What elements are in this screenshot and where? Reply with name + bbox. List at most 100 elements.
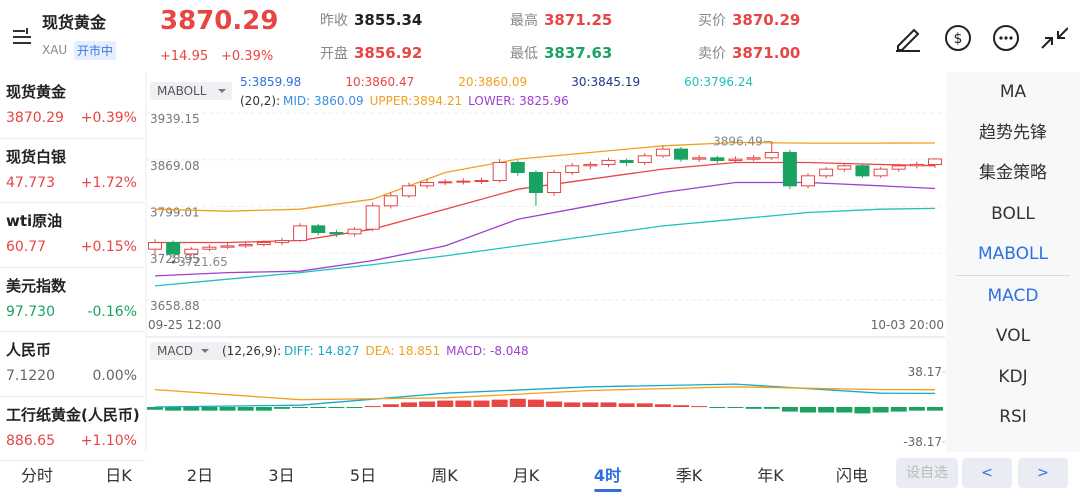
period-tab[interactable]: 周K	[431, 466, 458, 485]
indicator-item[interactable]: 集金策略	[979, 163, 1047, 183]
stat-label: 昨收	[320, 13, 348, 29]
stat-label: 最高	[510, 13, 538, 29]
legend-entry: UPPER:3894.21	[370, 94, 462, 108]
indicator-select[interactable]	[150, 82, 232, 100]
instrument-code: XAU	[42, 43, 68, 57]
period-tab[interactable]: 月K	[512, 466, 540, 485]
indicator-item[interactable]: KDJ	[998, 366, 1028, 387]
macd-bar	[346, 407, 363, 408]
watch-price: 3870.29	[6, 110, 64, 126]
more-button[interactable]	[993, 25, 1019, 51]
period-tab[interactable]: 闪电	[835, 466, 869, 485]
legend-entry: 10:3860.47	[345, 75, 414, 89]
watch-row[interactable]: 人民币 7.1220 0.00%	[0, 332, 145, 397]
candle-body	[782, 151, 797, 187]
macd-bar	[727, 407, 744, 408]
menu-icon[interactable]	[10, 26, 34, 48]
last-price: 3870.29	[160, 6, 279, 36]
macd-bar	[546, 401, 563, 407]
stat: 开盘 3856.92	[320, 43, 422, 63]
candle-body	[891, 165, 906, 170]
indicator-select[interactable]	[150, 342, 232, 360]
macd-bar	[455, 400, 472, 407]
indicator-item[interactable]: RSI	[999, 407, 1027, 427]
candle-body	[746, 157, 761, 160]
indicator-line	[155, 161, 936, 244]
candle-body	[601, 159, 616, 165]
macd-bar	[709, 407, 726, 408]
watch-row[interactable]: wti原油 60.77 +0.15%	[0, 203, 145, 268]
indicator-item[interactable]: MACD	[987, 285, 1039, 306]
watch-row[interactable]: 美元指数 97.730 -0.16%	[0, 268, 145, 332]
watch-change: +0.15%	[80, 239, 137, 255]
candle-body	[383, 195, 398, 207]
candle-body	[637, 155, 652, 163]
candle-body	[547, 171, 562, 193]
low-label: 3721.65	[178, 255, 228, 269]
indicator-item[interactable]: 趋势先锋	[979, 122, 1047, 143]
macd-bar	[201, 407, 218, 411]
macd-bar	[273, 407, 290, 409]
period-tab[interactable]: 4时	[593, 462, 622, 492]
svg-text:$: $	[954, 31, 963, 47]
prev-button[interactable]: <	[962, 458, 1012, 488]
toolbar: $	[896, 25, 1068, 52]
candle-body	[420, 181, 435, 187]
candle-body	[837, 165, 852, 170]
period-tab[interactable]: 季K	[675, 466, 703, 485]
macd-bar	[673, 405, 690, 407]
macd-bar	[691, 406, 708, 408]
period-tab[interactable]: 日K	[105, 466, 132, 485]
watch-name: 现货白银	[6, 147, 67, 166]
collapse-button[interactable]	[1041, 27, 1068, 49]
next-button[interactable]: >	[1018, 458, 1068, 488]
macd-bar	[582, 402, 599, 407]
indicator-params: (12,26,9):	[222, 344, 281, 358]
period-tab[interactable]: 分时	[20, 466, 54, 485]
macd-bar	[364, 406, 381, 408]
legend-entry: 20:3860.09	[458, 75, 527, 89]
macd-bar	[854, 407, 871, 414]
watch-row[interactable]: 现货黄金 3870.29 +0.39%	[0, 74, 145, 139]
indicator-item[interactable]: BOLL	[991, 203, 1035, 224]
indicator-line	[154, 386, 936, 401]
period-tab[interactable]: 2日	[186, 466, 214, 485]
macd-bar	[600, 402, 617, 407]
candle-body	[565, 165, 580, 173]
indicator-item[interactable]: MA	[999, 82, 1027, 102]
instrument-title: 现货黄金	[42, 13, 107, 32]
watch-price: 97.730	[6, 303, 55, 320]
macd-bar	[908, 407, 925, 411]
indicator-item[interactable]: VOL	[995, 326, 1031, 346]
watch-change: +1.10%	[80, 432, 137, 449]
watch-price: 60.77	[6, 239, 47, 255]
watch-name: 现货黄金	[6, 83, 67, 101]
watch-row[interactable]: 工行纸黄金(人民币) 886.65 +1.10%	[0, 397, 145, 461]
legend-entry: MID: 3860.09	[283, 94, 364, 108]
candle-body	[909, 163, 924, 167]
watch-name: wti原油	[6, 212, 63, 230]
macd-bar	[237, 407, 254, 411]
watch-name: 工行纸黄金(人民币)	[6, 405, 140, 424]
indicator-item[interactable]: MABOLL	[978, 244, 1048, 264]
y-tick-label: 3658.88	[150, 299, 200, 313]
period-tab[interactable]: 3日	[268, 466, 295, 485]
draw-button[interactable]	[896, 28, 920, 52]
watch-row[interactable]: 现货白银 47.773 +1.72%	[0, 139, 145, 203]
candle-body	[438, 181, 453, 184]
candle-body	[166, 242, 181, 255]
watch-price: 7.1220	[6, 368, 55, 384]
currency-button[interactable]: $	[945, 25, 971, 51]
add-watch-button[interactable]: 设自选	[896, 458, 958, 488]
macd-bar	[836, 407, 853, 413]
macd-bar	[310, 407, 327, 408]
macd-bar	[473, 400, 490, 407]
macd-bar	[292, 407, 309, 408]
candle-body	[347, 228, 362, 235]
candle-body	[655, 148, 670, 157]
period-tab[interactable]: 年K	[757, 466, 784, 485]
market-status: 开市中	[74, 41, 117, 60]
candle-body	[238, 244, 253, 247]
period-tab[interactable]: 5日	[349, 466, 377, 485]
watchlist: 现货黄金 3870.29 +0.39% 现货白银 47.773 +1.72% wti原油 60…	[0, 74, 145, 461]
